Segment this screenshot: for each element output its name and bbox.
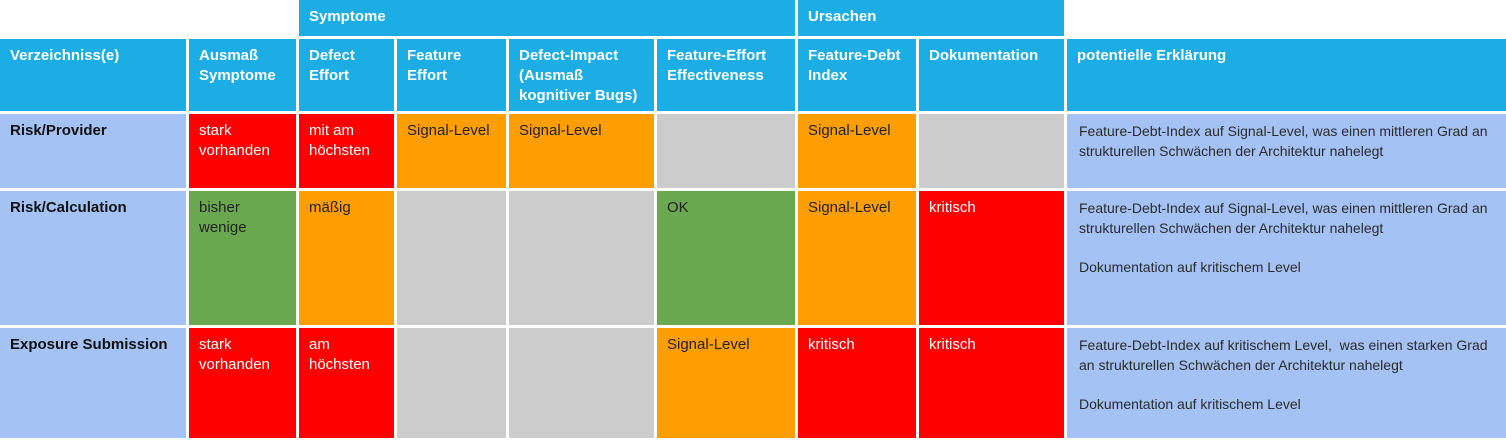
- cell-risk-provider-feature-effort: Signal-Level: [397, 114, 506, 188]
- cell-risk-provider-dokumentation: [919, 114, 1064, 188]
- cell-exposure-submission-feature-effort-effectiveness: Signal-Level: [657, 328, 795, 438]
- cell-risk-calculation-feature-effort-effectiveness: OK: [657, 191, 795, 325]
- cell-exposure-submission-dokumentation: kritisch: [919, 328, 1064, 438]
- column-header-feature-debt-index: Feature-Debt Index: [798, 39, 916, 111]
- cell-risk-calculation-feature-debt-index: Signal-Level: [798, 191, 916, 325]
- cell-risk-calculation-dokumentation: kritisch: [919, 191, 1064, 325]
- column-header-feature-effort-effectiveness: Feature-Effort Effectiveness: [657, 39, 795, 111]
- cell-risk-provider-defect-impact: Signal-Level: [509, 114, 654, 188]
- column-header-defect-effort: Defect Effort: [299, 39, 394, 111]
- row-label-risk-provider: Risk/Provider: [0, 114, 186, 188]
- cell-risk-provider-erklaerung: Feature-Debt-Index auf Signal-Level, was…: [1067, 114, 1506, 188]
- cell-exposure-submission-erklaerung: Feature-Debt-Index auf kritischem Level,…: [1067, 328, 1506, 438]
- column-header-feature-effort: Feature Effort: [397, 39, 506, 111]
- column-header-dokumentation: Dokumentation: [919, 39, 1064, 111]
- column-header-defect-impact: Defect-Impact (Ausmaß kognitiver Bugs): [509, 39, 654, 111]
- column-header-potentielle-erklaerung: potentielle Erklärung: [1067, 39, 1506, 111]
- cell-risk-calculation-feature-effort: [397, 191, 506, 325]
- cell-risk-provider-ausmass: stark vorhanden: [189, 114, 296, 188]
- column-header-verzeichnisse: Verzeichniss(e): [0, 39, 186, 111]
- cell-risk-calculation-defect-impact: [509, 191, 654, 325]
- row-label-risk-calculation: Risk/Calculation: [0, 191, 186, 325]
- band-header-symptome: Symptome: [299, 0, 795, 36]
- cell-risk-provider-defect-effort: mit am höchsten: [299, 114, 394, 188]
- band-header-ursachen: Ursachen: [798, 0, 1064, 36]
- cell-risk-calculation-erklaerung: Feature-Debt-Index auf Signal-Level, was…: [1067, 191, 1506, 325]
- cell-exposure-submission-feature-effort: [397, 328, 506, 438]
- cell-risk-calculation-defect-effort: mäßig: [299, 191, 394, 325]
- cell-risk-provider-feature-effort-effectiveness: [657, 114, 795, 188]
- cell-exposure-submission-feature-debt-index: kritisch: [798, 328, 916, 438]
- cell-exposure-submission-ausmass: stark vorhanden: [189, 328, 296, 438]
- row-label-exposure-submission: Exposure Submission: [0, 328, 186, 438]
- cell-exposure-submission-defect-impact: [509, 328, 654, 438]
- column-header-ausmass-symptome: Ausmaß Symptome: [189, 39, 296, 111]
- cell-exposure-submission-defect-effort: am höchsten: [299, 328, 394, 438]
- cell-risk-provider-feature-debt-index: Signal-Level: [798, 114, 916, 188]
- cell-risk-calculation-ausmass: bisher wenige: [189, 191, 296, 325]
